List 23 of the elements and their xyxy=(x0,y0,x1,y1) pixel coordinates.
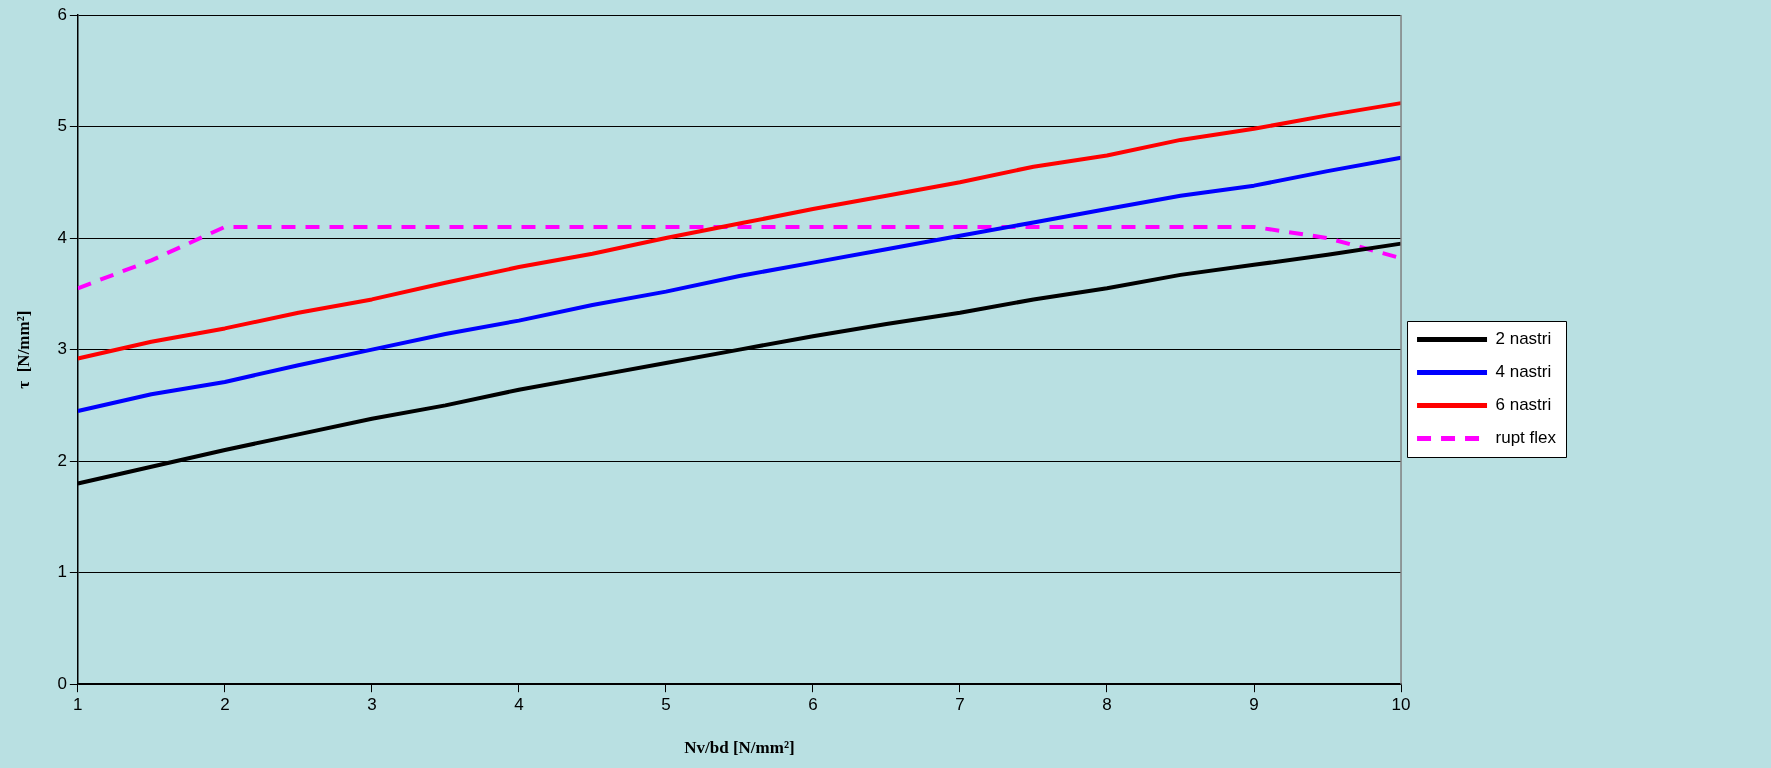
legend-label: 6 nastri xyxy=(1495,395,1552,415)
legend-label: rupt flex xyxy=(1495,428,1557,448)
y-tick-label: 0 xyxy=(57,673,67,693)
legend-label: 4 nastri xyxy=(1495,362,1552,382)
y-tick-label: 5 xyxy=(57,116,67,136)
x-tick-label: 4 xyxy=(514,695,524,715)
x-tick-label: 8 xyxy=(1102,695,1112,715)
y-tick-label: 3 xyxy=(57,339,67,359)
y-tick-label: 1 xyxy=(57,562,67,582)
y-tick-label: 2 xyxy=(57,450,67,470)
x-tick-label: 3 xyxy=(367,695,377,715)
x-tick-label: 10 xyxy=(1391,695,1411,715)
x-tick-label: 6 xyxy=(808,695,818,715)
y-tick-label: 6 xyxy=(57,4,67,24)
x-axis-title: Nv/bd [N/mm²] xyxy=(684,738,795,758)
x-tick-label: 2 xyxy=(220,695,230,715)
y-axis-title: τ [N/mm²] xyxy=(13,310,33,389)
x-tick-label: 1 xyxy=(73,695,83,715)
y-tick-label: 4 xyxy=(57,227,67,247)
x-tick-label: 9 xyxy=(1249,695,1259,715)
legend-label: 2 nastri xyxy=(1495,329,1552,349)
x-tick-label: 7 xyxy=(955,695,965,715)
x-tick-label: 5 xyxy=(661,695,671,715)
